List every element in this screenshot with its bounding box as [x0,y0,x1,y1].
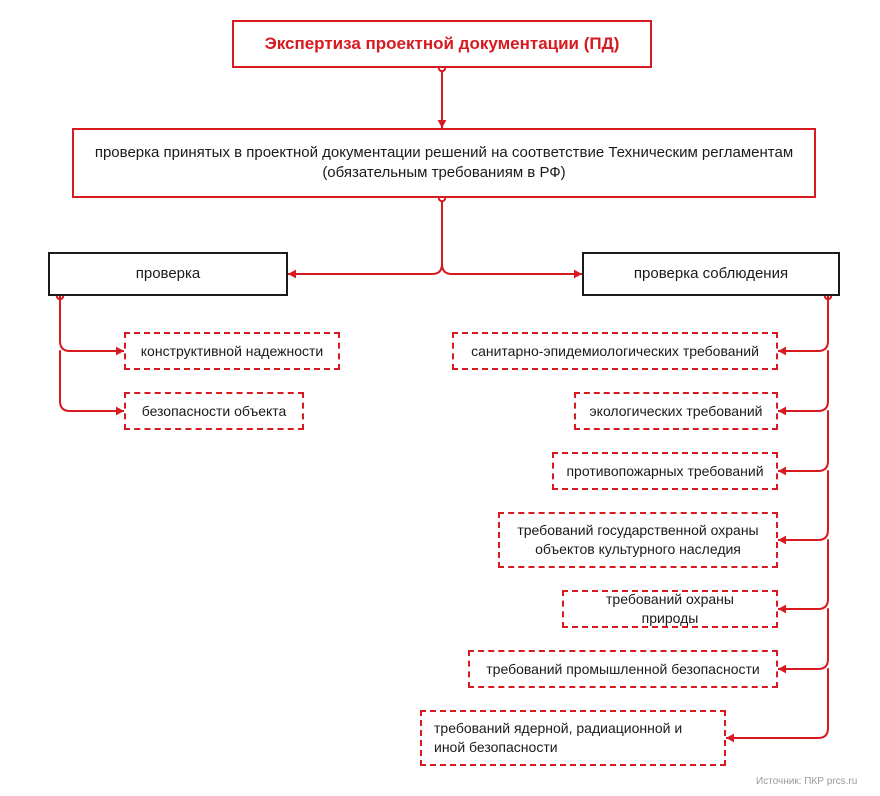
node-right-leaf-3: противопожарных требований [552,452,778,490]
node-check-main: проверка принятых в проектной документац… [72,128,816,198]
node-right-leaf-7: требований ядерной, радиационной и иной … [420,710,726,766]
node-left-leaf-1-label: конструктивной надежности [141,342,323,361]
node-right-leaf-1: санитарно-эпидемиологических требований [452,332,778,370]
node-left-leaf-2-label: безопасности объекта [142,402,287,421]
source-credit: Источник: ПКР prcs.ru [756,776,857,787]
node-right-leaf-2: экологических требований [574,392,778,430]
node-check-main-label: проверка принятых в проектной документац… [88,143,800,184]
node-left-head: проверка [48,252,288,296]
node-right-leaf-7-label: требований ядерной, радиационной и иной … [434,719,712,757]
source-credit-text: Источник: ПКР prcs.ru [756,776,857,787]
node-right-leaf-2-label: экологических требований [590,402,763,421]
node-left-leaf-1: конструктивной надежности [124,332,340,370]
node-right-leaf-1-label: санитарно-эпидемиологических требований [471,342,759,361]
node-right-leaf-6: требований промышленной безопасности [468,650,778,688]
node-left-leaf-2: безопасности объекта [124,392,304,430]
node-right-leaf-3-label: противопожарных требований [566,462,763,481]
node-root: Экспертиза проектной документации (ПД) [232,20,652,68]
node-right-head-label: проверка соблюдения [634,264,788,284]
node-right-head: проверка соблюдения [582,252,840,296]
node-root-label: Экспертиза проектной документации (ПД) [265,33,620,56]
node-left-head-label: проверка [136,264,201,284]
node-right-leaf-5-label: требований охраны природы [576,590,764,628]
node-right-leaf-4-label: требований государственной охраны объект… [512,521,764,559]
node-right-leaf-6-label: требований промышленной безопасности [486,660,759,679]
node-right-leaf-4: требований государственной охраны объект… [498,512,778,568]
node-right-leaf-5: требований охраны природы [562,590,778,628]
